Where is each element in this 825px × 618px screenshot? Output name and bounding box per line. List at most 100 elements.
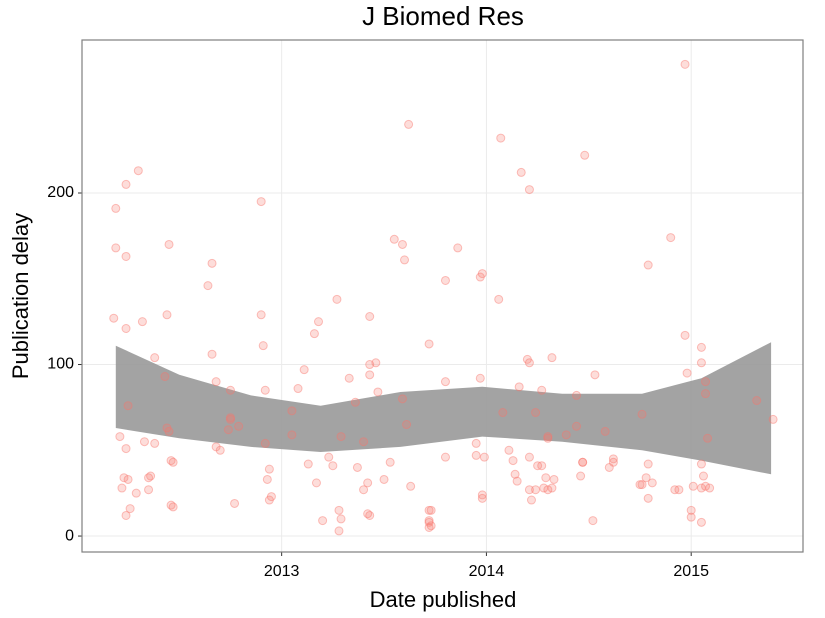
data-point	[365, 510, 375, 520]
data-point	[264, 495, 274, 505]
data-point	[440, 452, 450, 462]
data-point	[150, 353, 160, 363]
data-point	[225, 413, 235, 423]
data-point	[682, 368, 692, 378]
data-point	[150, 438, 160, 448]
data-point	[336, 514, 346, 524]
data-point	[160, 372, 170, 382]
data-point	[223, 425, 233, 435]
data-point	[496, 133, 506, 143]
data-point	[524, 358, 534, 368]
data-point	[510, 469, 520, 479]
data-point	[164, 239, 174, 249]
data-point	[549, 474, 559, 484]
data-point	[494, 294, 504, 304]
data-point	[318, 516, 328, 526]
data-point	[256, 310, 266, 320]
data-point	[533, 461, 543, 471]
data-point	[541, 473, 551, 483]
data-point	[608, 454, 618, 464]
data-point	[402, 420, 412, 430]
data-point	[264, 464, 274, 474]
data-point	[686, 505, 696, 515]
data-point	[311, 478, 321, 488]
data-point	[215, 445, 225, 455]
data-point	[365, 311, 375, 321]
data-point	[576, 471, 586, 481]
y-tick-label: 200	[47, 184, 74, 201]
data-point	[543, 433, 553, 443]
data-point	[166, 500, 176, 510]
data-point	[688, 481, 698, 491]
data-point	[203, 281, 213, 291]
data-point	[600, 426, 610, 436]
data-point	[680, 330, 690, 340]
data-point	[109, 313, 119, 323]
data-point	[121, 179, 131, 189]
data-point	[385, 457, 395, 467]
data-point	[516, 167, 526, 177]
data-point	[477, 269, 487, 279]
data-point	[477, 490, 487, 500]
data-point	[111, 203, 121, 213]
data-point	[670, 485, 680, 495]
data-point	[146, 471, 156, 481]
data-point	[424, 516, 434, 526]
data-point	[498, 408, 508, 418]
data-point	[334, 526, 344, 536]
data-point	[547, 353, 557, 363]
data-point	[471, 438, 481, 448]
data-point	[537, 461, 547, 471]
data-point	[234, 421, 244, 431]
data-point	[440, 275, 450, 285]
data-point	[477, 493, 487, 503]
data-point	[359, 485, 369, 495]
data-point	[121, 444, 131, 454]
data-point	[637, 409, 647, 419]
data-point	[426, 521, 436, 531]
data-point	[524, 185, 534, 195]
data-point	[121, 251, 131, 261]
data-point	[406, 481, 416, 491]
data-point	[543, 485, 553, 495]
data-point	[260, 385, 270, 395]
data-point	[440, 377, 450, 387]
data-point	[314, 317, 324, 327]
data-point	[144, 485, 154, 495]
plot-border	[81, 39, 804, 553]
data-point	[514, 382, 524, 392]
data-point	[225, 385, 235, 395]
data-point	[637, 480, 647, 490]
data-point	[696, 342, 706, 352]
data-point	[168, 457, 178, 467]
data-point	[526, 495, 536, 505]
data-point	[164, 426, 174, 436]
data-point	[475, 373, 485, 383]
data-point	[512, 476, 522, 486]
data-point	[123, 474, 133, 484]
data-point	[643, 493, 653, 503]
data-point	[578, 457, 588, 467]
data-point	[328, 461, 338, 471]
data-point	[119, 473, 129, 483]
data-point	[131, 488, 141, 498]
data-point	[453, 243, 463, 253]
data-point	[336, 432, 346, 442]
data-point	[256, 197, 266, 207]
data-point	[531, 485, 541, 495]
plot-background	[82, 40, 803, 552]
data-point	[768, 414, 778, 424]
data-point	[123, 401, 133, 411]
data-point	[309, 329, 319, 339]
data-point	[363, 478, 373, 488]
data-point	[696, 483, 706, 493]
data-point	[287, 406, 297, 416]
x-tick-label: 2013	[264, 563, 300, 580]
data-point	[162, 423, 172, 433]
data-point	[701, 481, 711, 491]
data-point	[701, 377, 711, 387]
data-point	[133, 166, 143, 176]
data-point	[334, 505, 344, 515]
data-point	[363, 509, 373, 519]
data-point	[588, 516, 598, 526]
